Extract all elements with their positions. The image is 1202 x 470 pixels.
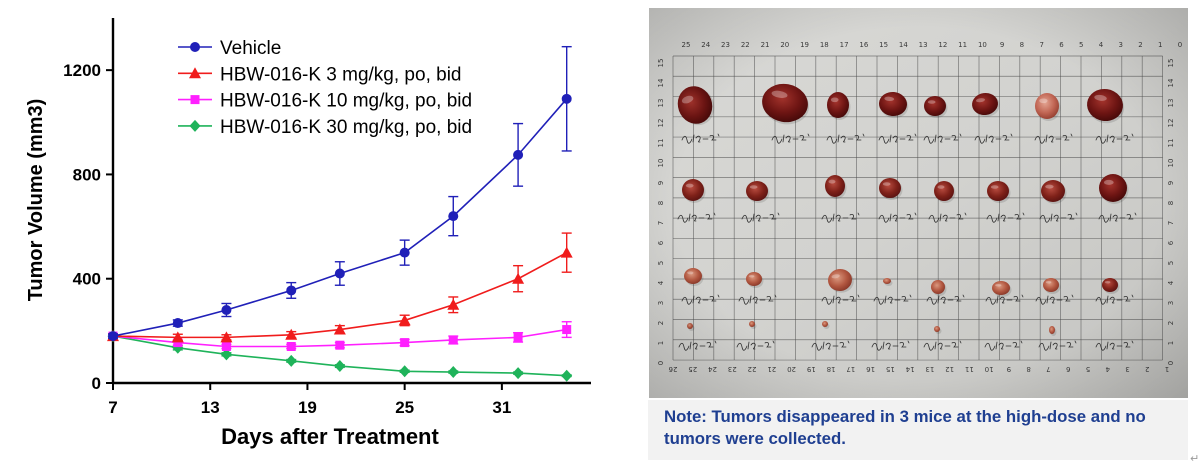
plot-area (107, 45, 573, 382)
legend-entry: HBW-016-K 3 mg/kg, po, bid (178, 64, 461, 85)
y-tick-label: 800 (73, 165, 101, 184)
legend: Vehicle HBW-016-K 3 mg/kg, po, bid HBW-016… (178, 38, 472, 138)
hbw-016-k-10-mg-kg-po-bid-data-point (173, 338, 183, 348)
y-tick-label: 1200 (63, 61, 101, 80)
x-tick-label: 25 (395, 398, 414, 417)
x-tick-label: 31 (492, 398, 511, 417)
vehicle-data-point (448, 211, 459, 222)
hbw-016-k-10-mg-kg-po-bid-data-point (448, 335, 458, 345)
hbw-016-k-10-mg-kg-po-bid-data-point (335, 340, 345, 350)
hbw-016-k-10-mg-kg-po-bid-data-point (221, 342, 231, 351)
note-text: Note: Tumors disappeared in 3 mice at th… (664, 407, 1146, 448)
hbw-016-k-3-mg-kg-po-bid-data-point (171, 331, 184, 343)
y-tick-label: 400 (73, 270, 101, 289)
x-tick-label: 13 (201, 398, 220, 417)
hbw-016-k-3-mg-kg-po-bid-data-point (512, 272, 525, 284)
hbw-016-k-30-mg-kg-po-bid-data-point (561, 369, 573, 382)
tumor-photo-image: 2524232221201918171615141312111098765432… (649, 8, 1188, 398)
vehicle-data-point (172, 318, 183, 329)
x-axis-title: Days after Treatment (221, 424, 439, 449)
tumor-volume-chart: 0 400 800 1200 7 13 19 25 31 Vehicle HBW-016-K 3 … (25, 18, 591, 449)
x-tick-label: 19 (298, 398, 317, 417)
legend-marker (190, 95, 200, 105)
hbw-016-k-10-mg-kg-po-bid-data-point (286, 342, 296, 351)
legend-label: Vehicle (220, 38, 281, 59)
x-tick-label: 7 (108, 398, 117, 417)
legend-label: HBW-016-K 30 mg/kg, po, bid (220, 117, 472, 138)
y-tick-label: 0 (92, 374, 101, 393)
photo-vignette (649, 8, 1188, 398)
hbw-016-k-30-mg-kg-po-bid-data-point (334, 360, 346, 373)
hbw-016-k-3-mg-kg-po-bid-data-point (560, 246, 573, 258)
hbw-016-k-3-mg-kg-po-bid-data-point (285, 328, 298, 340)
vehicle-data-point (561, 93, 572, 104)
hbw-016-k-3-mg-kg-po-bid-series (107, 232, 573, 343)
axes: 0 400 800 1200 7 13 19 25 31 (63, 18, 591, 417)
hbw-016-k-3-mg-kg-po-bid-data-point (447, 298, 460, 310)
legend-marker (189, 119, 201, 132)
note-box: Note: Tumors disappeared in 3 mice at th… (648, 400, 1188, 460)
paragraph-return-mark: ↵ (1190, 452, 1200, 465)
vehicle-data-point (399, 247, 410, 258)
vehicle-series (108, 45, 572, 342)
hbw-016-k-10-mg-kg-po-bid-data-point (562, 325, 572, 335)
hbw-016-k-30-mg-kg-po-bid-data-point (399, 365, 411, 378)
legend-entry: Vehicle (178, 38, 281, 59)
hbw-016-k-10-mg-kg-po-bid-series (108, 321, 572, 351)
vehicle-data-point (334, 268, 345, 279)
legend-entry: HBW-016-K 10 mg/kg, po, bid (178, 91, 472, 112)
hbw-016-k-30-mg-kg-po-bid-data-point (285, 354, 297, 367)
hbw-016-k-30-mg-kg-po-bid-data-point (512, 367, 524, 380)
legend-marker (190, 42, 200, 52)
vehicle-data-point (108, 331, 118, 342)
vehicle-data-point (221, 305, 232, 315)
vehicle-data-point (513, 149, 524, 160)
y-axis-title: Tumor Volume (mm3) (25, 99, 47, 302)
vehicle-data-point (286, 285, 297, 296)
hbw-016-k-10-mg-kg-po-bid-data-point (400, 338, 410, 348)
hbw-016-k-10-mg-kg-po-bid-data-point (513, 332, 523, 342)
tumor-photo: 2524232221201918171615141312111098765432… (649, 8, 1188, 398)
hbw-016-k-3-mg-kg-po-bid-data-point (220, 331, 233, 343)
legend-label: HBW-016-K 10 mg/kg, po, bid (220, 91, 472, 112)
hbw-016-k-30-mg-kg-po-bid-data-point (447, 366, 459, 379)
hbw-016-k-3-mg-kg-po-bid-data-point (333, 323, 346, 335)
legend-entry: HBW-016-K 30 mg/kg, po, bid (178, 117, 472, 138)
legend-label: HBW-016-K 3 mg/kg, po, bid (220, 64, 461, 85)
hbw-016-k-3-mg-kg-po-bid-data-point (398, 314, 411, 326)
legend-marker (189, 67, 201, 79)
hbw-016-k-30-mg-kg-po-bid-data-point (220, 348, 232, 361)
